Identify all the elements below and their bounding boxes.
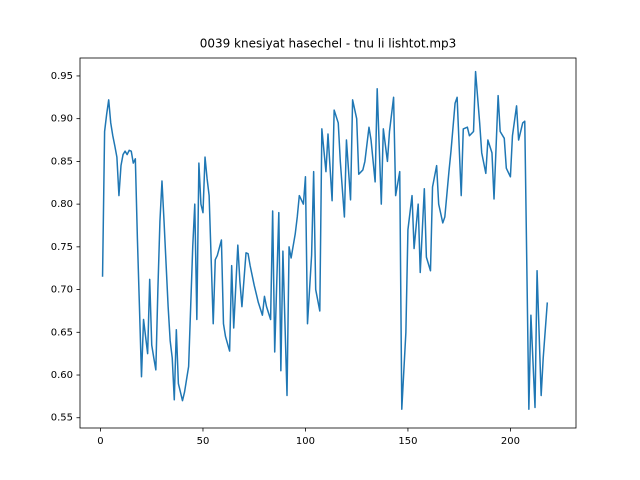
x-tick-label: 200	[501, 436, 520, 447]
chart-title: 0039 knesiyat hasechel - tnu li lishtot.…	[200, 37, 457, 51]
y-tick-label: 0.75	[51, 242, 73, 253]
y-tick-label: 0.65	[51, 327, 73, 338]
data-line	[101, 70, 549, 410]
plot-frame	[79, 57, 577, 429]
y-tick-label: 0.80	[51, 199, 73, 210]
y-tick-label: 0.90	[51, 114, 73, 125]
y-tick-label: 0.60	[51, 370, 73, 381]
x-tick-label: 150	[398, 436, 417, 447]
x-tick-label: 100	[296, 436, 315, 447]
y-tick-label: 0.55	[51, 413, 73, 424]
y-tick-label: 0.95	[51, 71, 73, 82]
y-tick-label: 0.70	[51, 285, 73, 296]
x-tick-label: 0	[97, 436, 103, 447]
x-tick-label: 50	[197, 436, 210, 447]
y-tick-label: 0.85	[51, 156, 73, 167]
